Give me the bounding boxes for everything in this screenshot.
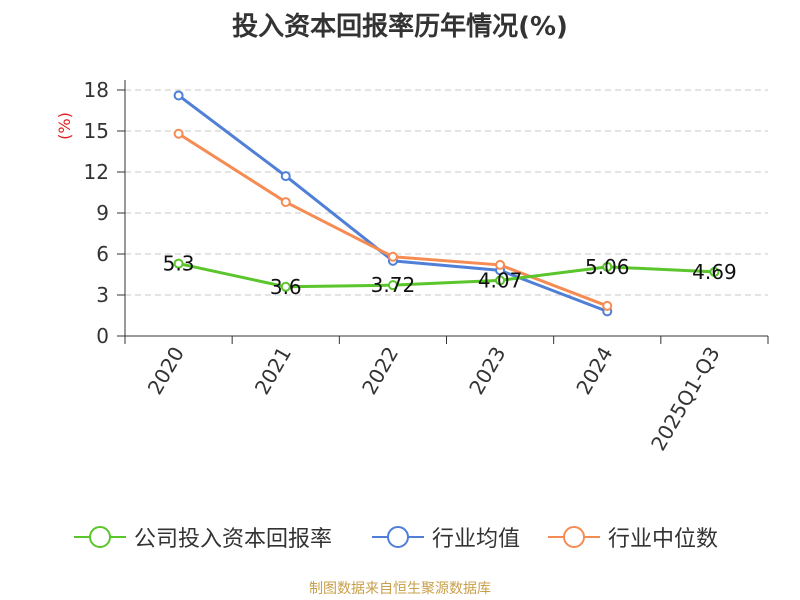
data-label: 4.07 xyxy=(478,268,523,292)
y-tick-label: 6 xyxy=(96,242,109,266)
legend-label-industry-mean: 行业均值 xyxy=(432,527,521,552)
data-label: 5.3 xyxy=(163,252,195,276)
data-point-1 xyxy=(280,171,291,182)
legend-marker-company xyxy=(74,526,126,548)
data-point-0 xyxy=(387,280,398,291)
x-tick-label: 2021 xyxy=(250,343,296,399)
legend-label-industry-median: 行业中位数 xyxy=(608,527,719,552)
legend-marker-industry-mean xyxy=(372,526,424,548)
data-label: 3.6 xyxy=(270,275,302,299)
data-point-0 xyxy=(173,258,184,269)
y-axis-label: (%) xyxy=(55,112,74,140)
y-tick-label: 18 xyxy=(84,78,109,102)
x-tick-label: 2023 xyxy=(464,343,510,399)
legend-label-company: 公司投入资本回报率 xyxy=(134,527,333,552)
y-tick-label: 12 xyxy=(84,160,109,184)
legend-item-industry-median[interactable]: 行业中位数 xyxy=(546,522,718,552)
y-tick-label: 15 xyxy=(84,119,109,143)
x-tick-label: 2020 xyxy=(143,343,189,399)
y-tick-label: 0 xyxy=(96,324,109,348)
data-label: 4.69 xyxy=(692,260,737,284)
x-tick-label: 2024 xyxy=(571,343,617,399)
data-point-0 xyxy=(709,266,720,277)
data-label: 3.72 xyxy=(371,273,416,297)
legend-marker-industry-median xyxy=(548,526,600,548)
data-point-2 xyxy=(280,197,291,208)
series-line-0 xyxy=(178,262,715,289)
data-point-2 xyxy=(602,300,613,311)
legend-item-industry-mean[interactable]: 行业均值 xyxy=(370,522,520,552)
legend-item-company[interactable]: 公司投入资本回报率 xyxy=(72,522,332,552)
data-point-0 xyxy=(280,281,291,292)
data-point-1 xyxy=(173,90,184,101)
x-tick-label: 2025Q1-Q3 xyxy=(646,343,725,455)
data-point-2 xyxy=(173,128,184,139)
chart-source: 制图数据来自恒生聚源数据库 xyxy=(309,581,491,597)
data-point-0 xyxy=(602,261,613,272)
y-tick-label: 3 xyxy=(96,283,109,307)
data-point-2 xyxy=(495,259,506,270)
data-point-2 xyxy=(387,251,398,262)
x-tick-label: 2022 xyxy=(357,343,403,399)
data-point-0 xyxy=(495,275,506,286)
y-tick-label: 9 xyxy=(96,201,109,225)
data-label: 5.06 xyxy=(585,255,630,279)
chart-title: 投入资本回报率历年情况(%) xyxy=(232,12,568,42)
